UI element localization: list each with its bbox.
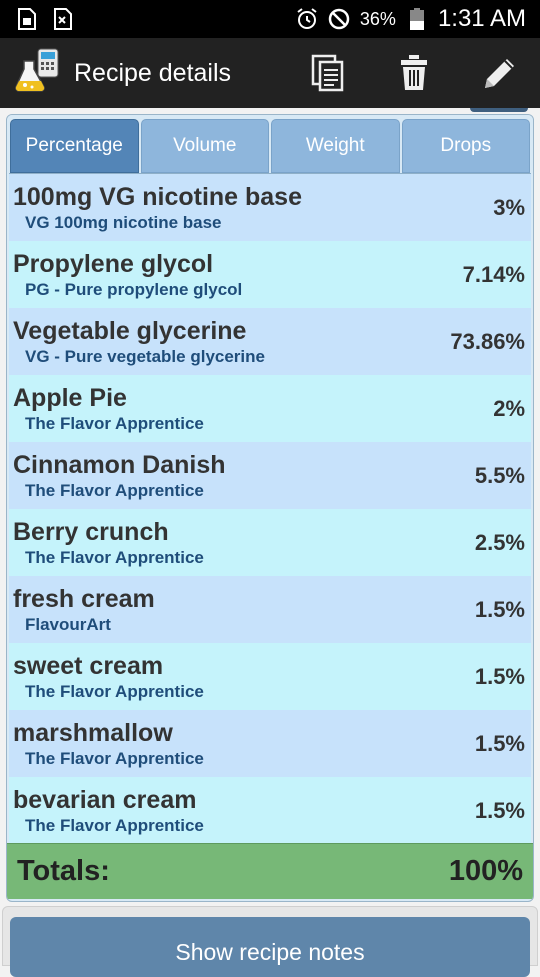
- ingredient-source: The Flavor Apprentice: [25, 748, 204, 768]
- ingredient-name: marshmallow: [13, 718, 173, 747]
- ingredient-percent: 1.5%: [474, 797, 525, 823]
- notes-panel: Show recipe notes: [2, 906, 538, 977]
- ingredient-source: The Flavor Apprentice: [25, 413, 204, 433]
- ingredient-row: 100mg VG nicotine base VG 100mg nicotine …: [9, 174, 531, 241]
- totals-row: Totals: 100%: [7, 843, 533, 899]
- ingredient-row: Vegetable glycerine VG - Pure vegetable g…: [9, 308, 531, 375]
- ingredient-row: marshmallow The Flavor Apprentice 1.5%: [9, 710, 531, 777]
- ingredient-source: The Flavor Apprentice: [25, 480, 204, 500]
- show-recipe-notes-button[interactable]: Show recipe notes: [10, 917, 530, 977]
- battery-icon: [406, 8, 428, 30]
- scroll-indicator: [470, 108, 528, 112]
- ingredient-row: Cinnamon Danish The Flavor Apprentice 5.5…: [9, 442, 531, 509]
- ingredient-percent: 2.5%: [474, 529, 525, 555]
- ingredient-name: 100mg VG nicotine base: [13, 182, 302, 211]
- ingredient-name: Vegetable glycerine: [13, 316, 247, 345]
- screenshot-icon: [52, 8, 74, 30]
- status-bar: 36% 1:31 AM: [0, 0, 540, 38]
- ingredient-row: Propylene glycol PG - Pure propylene glyc…: [9, 241, 531, 308]
- copy-icon: [311, 54, 344, 92]
- tab-percentage[interactable]: Percentage: [10, 119, 139, 173]
- ingredient-name: Propylene glycol: [13, 249, 214, 278]
- trash-icon: [401, 55, 427, 90]
- ingredient-row: Apple Pie The Flavor Apprentice 2%: [9, 375, 531, 442]
- ingredient-percent: 1.5%: [474, 663, 525, 689]
- ingredient-percent: 1.5%: [474, 730, 525, 756]
- ingredient-name: fresh cream: [13, 584, 155, 613]
- tab-weight[interactable]: Weight: [271, 119, 400, 173]
- sim-card-icon: [16, 8, 38, 30]
- battery-percent: 36%: [359, 8, 396, 29]
- page-title: Recipe details: [74, 58, 232, 87]
- alarm-icon: [296, 8, 318, 30]
- ingredient-percent: 5.5%: [474, 462, 525, 488]
- ingredient-row: bevarian cream The Flavor Apprentice 1.5%: [9, 777, 531, 844]
- ingredient-name: bevarian cream: [13, 785, 197, 814]
- ingredient-name: Berry crunch: [13, 517, 169, 546]
- delete-button[interactable]: [394, 53, 434, 93]
- ingredient-row: sweet cream The Flavor Apprentice 1.5%: [9, 643, 531, 710]
- ingredient-percent: 7.14%: [462, 261, 525, 287]
- ingredient-source: The Flavor Apprentice: [25, 681, 204, 701]
- pencil-icon: [485, 59, 514, 88]
- ingredient-name: Apple Pie: [13, 383, 127, 412]
- copy-button[interactable]: [308, 53, 348, 93]
- ingredient-name: Cinnamon Danish: [13, 450, 226, 479]
- do-not-disturb-icon: [328, 8, 350, 30]
- totals-value: 100%: [448, 855, 523, 887]
- ingredient-source: The Flavor Apprentice: [25, 547, 204, 567]
- ingredient-percent: 73.86%: [450, 328, 525, 354]
- ingredient-source: VG 100mg nicotine base: [25, 212, 222, 232]
- edit-button[interactable]: [480, 53, 520, 93]
- app-logo-icon: [14, 47, 62, 100]
- ingredient-source: PG - Pure propylene glycol: [25, 279, 243, 299]
- ingredient-row: Berry crunch The Flavor Apprentice 2.5%: [9, 509, 531, 576]
- app-bar: Recipe details: [0, 38, 540, 108]
- recipe-card: Percentage Volume Weight Drops 100mg VG …: [6, 114, 534, 902]
- ingredient-source: VG - Pure vegetable glycerine: [25, 346, 265, 366]
- totals-label: Totals:: [17, 855, 110, 887]
- clock: 1:31 AM: [437, 5, 526, 32]
- ingredient-percent: 2%: [493, 395, 525, 421]
- ingredient-source: FlavourArt: [25, 614, 111, 634]
- ingredient-row: fresh cream FlavourArt 1.5%: [9, 576, 531, 643]
- ingredient-percent: 1.5%: [474, 596, 525, 622]
- unit-tabs: Percentage Volume Weight Drops: [7, 115, 533, 173]
- tab-drops[interactable]: Drops: [401, 119, 530, 173]
- ingredient-source: The Flavor Apprentice: [25, 815, 204, 835]
- ingredient-name: sweet cream: [13, 651, 164, 680]
- ingredient-list: 100mg VG nicotine base VG 100mg nicotine …: [9, 173, 531, 844]
- tab-volume[interactable]: Volume: [140, 119, 269, 173]
- ingredient-percent: 3%: [493, 194, 525, 220]
